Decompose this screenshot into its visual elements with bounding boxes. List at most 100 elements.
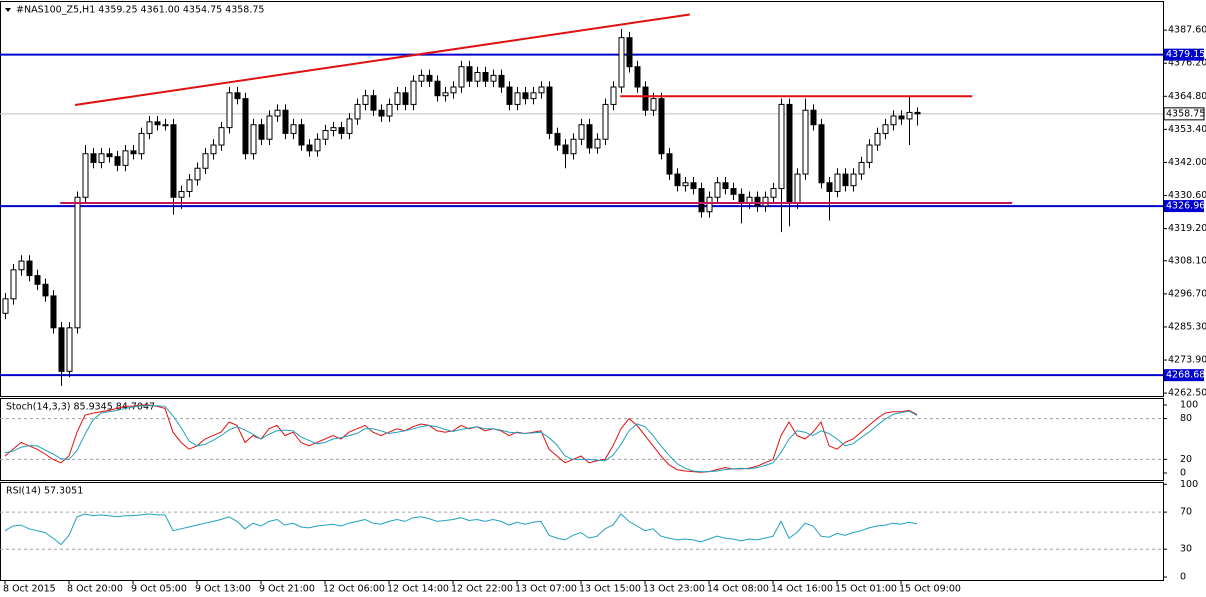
candle-body (722, 182, 729, 190)
candle-body (330, 127, 337, 132)
stoch-title: Stoch(14,3,3) 85.9345 84.7047 (6, 402, 155, 413)
menu-icon[interactable] (5, 8, 11, 12)
candle-body (738, 193, 745, 204)
candle-body (442, 92, 449, 97)
level-label: 4326.96 (1166, 201, 1205, 212)
current-price-label: 4358.75 (1166, 108, 1205, 119)
candle-body (674, 173, 681, 187)
candle-body (482, 72, 489, 82)
candle-body (474, 72, 481, 82)
candle-body (114, 156, 121, 166)
candle-body (634, 66, 641, 88)
y-tick-label: 4342.00 (1168, 157, 1206, 168)
candle-body (10, 269, 17, 300)
candle-body (802, 109, 809, 175)
candle-body (98, 153, 105, 163)
candle-body (186, 179, 193, 192)
candle-body (50, 295, 57, 329)
candle-body (258, 124, 265, 140)
y-tick-label: 4376.20 (1168, 58, 1206, 69)
candle-body (450, 86, 457, 94)
candle-body (762, 196, 769, 207)
x-tick-label: 15 Oct 01:00 (835, 584, 897, 595)
candle-body (786, 103, 793, 204)
candle-body (210, 144, 217, 155)
candle-body (834, 173, 841, 192)
candle-body (74, 196, 81, 329)
candle-body (58, 327, 65, 372)
candle-body (626, 37, 633, 68)
candle-body (234, 92, 241, 100)
candle-body (530, 92, 537, 100)
candle-body (298, 124, 305, 146)
rsi-panel (0, 482, 1164, 581)
candle-body (162, 124, 169, 127)
y-tick-label: 80 (1180, 413, 1192, 424)
candle-body (322, 130, 329, 140)
candle-body (138, 132, 145, 155)
candle-body (122, 150, 129, 166)
x-tick-label: 13 Oct 07:00 (515, 584, 577, 595)
candle-body (538, 86, 545, 94)
candle-body (154, 121, 161, 126)
current-price-box (1163, 107, 1205, 121)
candle-body (778, 103, 785, 190)
candle-body (906, 111, 913, 120)
candle-body (794, 173, 801, 204)
candle-body (434, 80, 441, 97)
trendline (74, 13, 690, 106)
candle-body (890, 115, 897, 126)
candle-body (410, 80, 417, 105)
y-tick-label: 0 (1180, 467, 1186, 478)
candle-body (466, 66, 473, 82)
candle-body (90, 153, 97, 163)
candle-body (370, 95, 377, 111)
candle-body (378, 109, 385, 117)
x-tick-label: 13 Oct 15:00 (579, 584, 641, 595)
candle-body (594, 138, 601, 149)
candle-body (274, 109, 281, 117)
candle-body (386, 103, 393, 117)
candle-body (602, 103, 609, 140)
candle-body (170, 124, 177, 198)
level-label: 4268.68 (1166, 370, 1205, 381)
candle-body (818, 124, 825, 184)
candle-body (666, 153, 673, 175)
candle-body (826, 182, 833, 192)
x-tick-label: 13 Oct 23:00 (643, 584, 705, 595)
indicator-line (4, 405, 918, 473)
candle-body (26, 260, 33, 277)
candle-body (498, 74, 505, 88)
y-tick-label: 4387.60 (1168, 25, 1206, 36)
rsi-title: RSI(14) 57.3051 (6, 486, 83, 497)
candle-body (650, 98, 657, 111)
y-tick-label: 0 (1180, 572, 1186, 583)
y-tick-label: 4319.20 (1168, 223, 1206, 234)
indicator-line (4, 404, 918, 473)
candle-body (914, 111, 921, 115)
y-tick-label: 4273.90 (1168, 355, 1206, 366)
candle-body (82, 153, 89, 198)
candle-body (754, 196, 761, 207)
candle-body (178, 190, 185, 198)
y-tick-label: 4330.60 (1168, 190, 1206, 201)
candle-body (218, 127, 225, 146)
candle-body (66, 327, 73, 372)
candle-body (586, 124, 593, 149)
candle-body (618, 37, 625, 88)
stoch-panel (0, 398, 1164, 481)
candle-body (338, 127, 345, 134)
y-tick-label: 4353.40 (1168, 124, 1206, 135)
candle-body (514, 92, 521, 105)
indicator-line (4, 513, 918, 546)
candle-body (458, 66, 465, 88)
candle-body (490, 74, 497, 82)
candle-body (394, 92, 401, 105)
candle-body (506, 86, 513, 105)
candle-body (810, 109, 817, 126)
y-tick-label: 4364.80 (1168, 91, 1206, 102)
candle-body (770, 188, 777, 198)
y-tick-label: 4296.70 (1168, 288, 1206, 299)
candle-body (898, 115, 905, 120)
